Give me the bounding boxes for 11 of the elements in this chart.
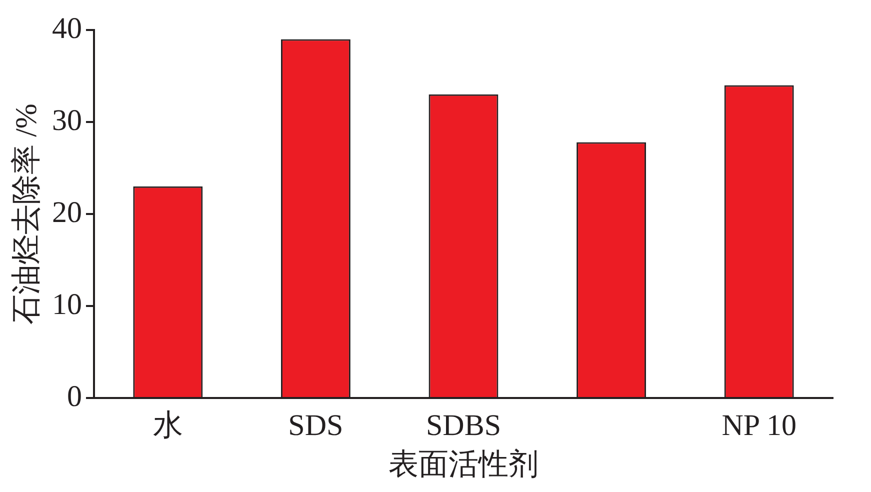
x-axis-title: 表面活性剂 <box>388 448 538 481</box>
y-axis-title: 石油烃去除率 /% <box>10 104 43 324</box>
x-tick-label: SDBS <box>426 408 502 442</box>
y-tick-label: 40 <box>52 12 82 45</box>
y-tick-label: 10 <box>52 288 82 321</box>
x-tick-label: 水 <box>152 408 183 442</box>
y-tick-label: 0 <box>67 380 82 413</box>
x-tick-label: NP 10 <box>722 408 796 442</box>
x-tick-label: SDS <box>288 408 344 442</box>
y-tick-label: 30 <box>52 104 82 137</box>
y-tick-label: 20 <box>52 196 82 229</box>
